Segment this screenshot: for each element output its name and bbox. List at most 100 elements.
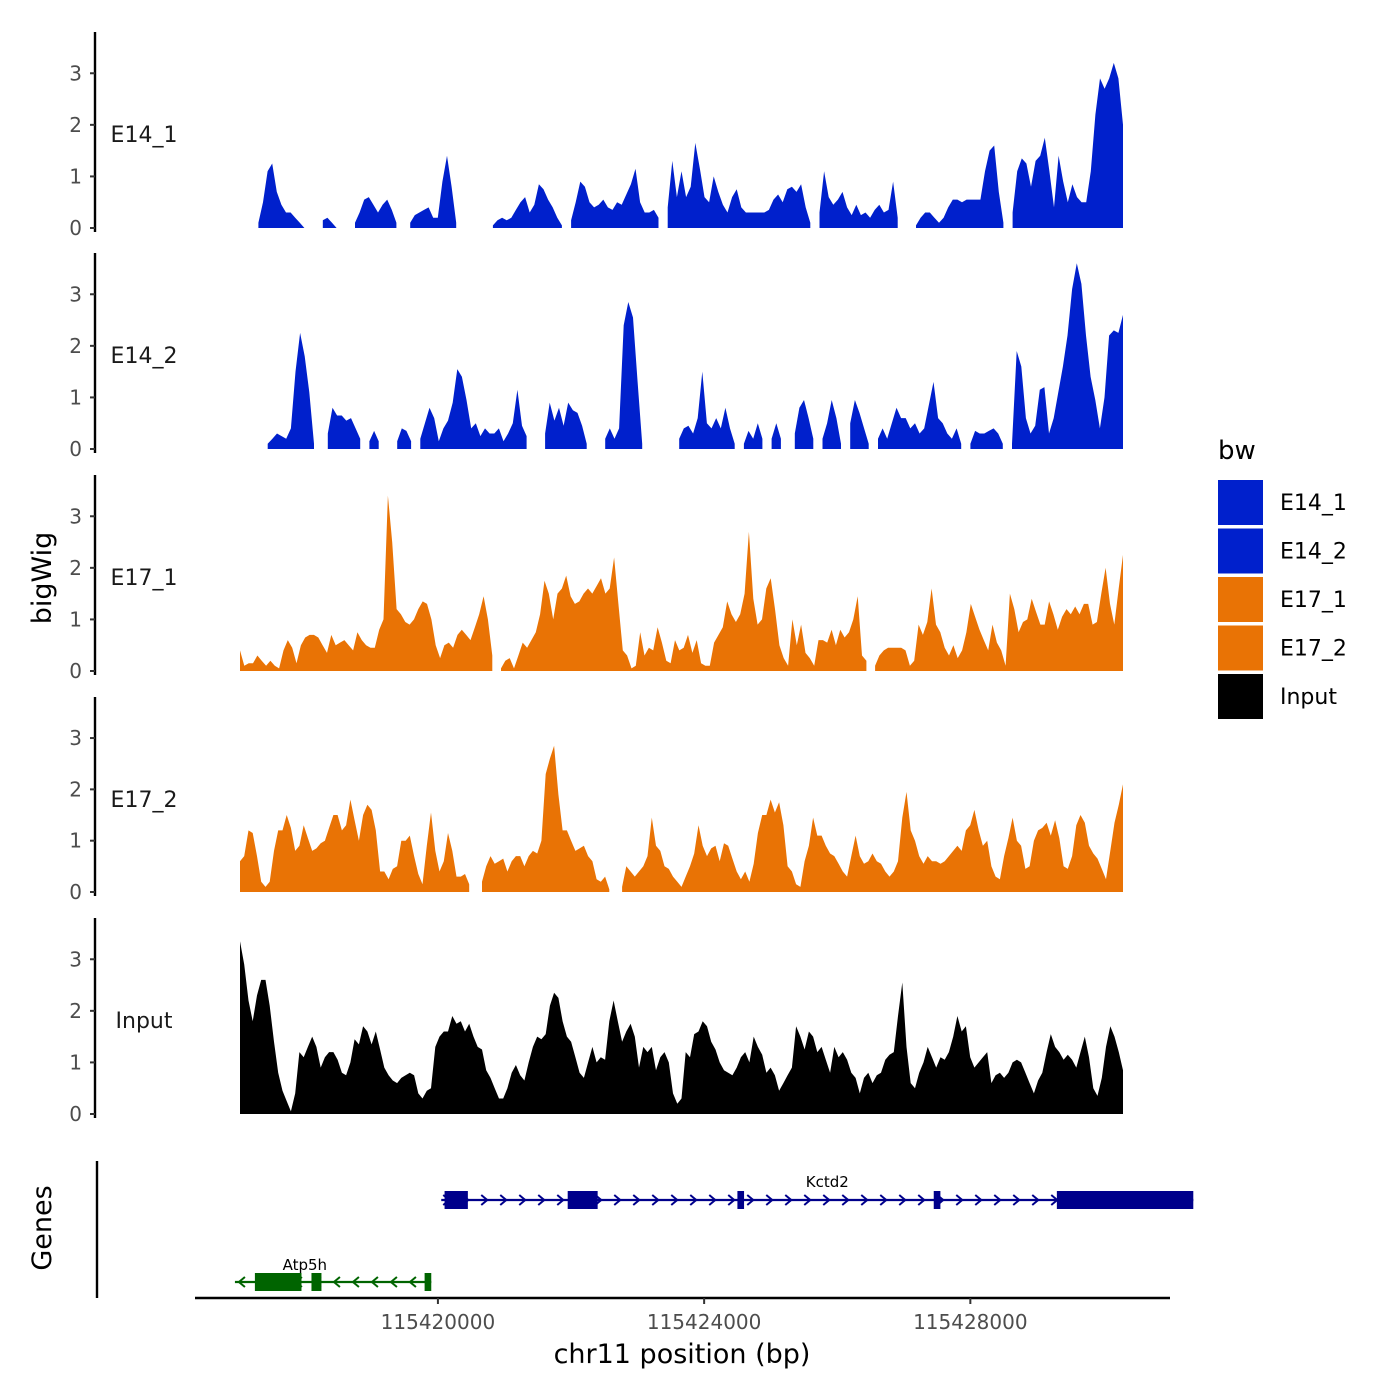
coverage-area-e14-2	[397, 428, 412, 449]
y-tick-label: 2	[69, 999, 82, 1023]
strand-arrow	[727, 1194, 736, 1206]
track-label: Input	[116, 1009, 173, 1034]
strand-arrow	[860, 1194, 869, 1206]
legend-swatch	[1218, 625, 1263, 671]
coverage-area-e17-1	[501, 531, 867, 671]
y-tick-label: 1	[69, 385, 82, 409]
legend: bw E14_1 E14_2 E17_1 E17_2 Input	[1218, 436, 1347, 719]
legend-item-e14-2: E14_2	[1218, 528, 1347, 574]
coverage-area-e17-2	[622, 784, 1123, 892]
strand-arrow	[822, 1194, 831, 1206]
y-tick-label: 2	[69, 556, 82, 580]
coverage-area-e14-1	[916, 145, 1004, 228]
gene-exon	[1056, 1191, 1194, 1209]
coverage-area-e17-2	[482, 745, 610, 892]
legend-label: E14_1	[1280, 491, 1347, 516]
strand-arrow	[499, 1194, 508, 1206]
strand-arrow	[993, 1194, 1002, 1206]
strand-arrow	[803, 1194, 812, 1206]
coverage-area-e14-2	[1012, 263, 1123, 449]
strand-arrow	[917, 1194, 926, 1206]
gene-exon	[444, 1191, 468, 1209]
strand-arrow	[765, 1194, 774, 1206]
x-axis: 115420000 115424000 115428000	[195, 1296, 1170, 1334]
coverage-area-e14-2	[327, 407, 361, 449]
coverage-area-e14-1	[819, 171, 898, 228]
track-e14-2: 0 1 2 3 E14_2	[69, 253, 1123, 461]
gene-models: Kctd2 Atp5h	[234, 1173, 1194, 1291]
legend-label: E14_2	[1280, 540, 1347, 565]
coverage-area-e14-1	[258, 163, 305, 228]
coverage-area-e14-2	[743, 423, 763, 449]
strand-arrow	[370, 1276, 379, 1288]
y-tick-label: 0	[69, 216, 82, 240]
y-tick-label: 2	[69, 334, 82, 358]
gene-exon	[737, 1191, 745, 1209]
coverage-area-e14-2	[794, 400, 814, 449]
y-tick-label: 0	[69, 659, 82, 683]
y-tick-label: 3	[69, 726, 82, 750]
coverage-area-e14-2	[822, 400, 841, 449]
coverage-area-e14-2	[267, 332, 314, 449]
gene-exon	[424, 1273, 432, 1291]
strand-arrow	[237, 1276, 246, 1288]
coverage-area-e14-1	[410, 155, 457, 228]
legend-label: E17_1	[1280, 588, 1347, 613]
legend-items: E14_1 E14_2 E17_1 E17_2 Input	[1218, 480, 1347, 719]
x-axis-ticks: 115420000 115424000 115428000	[381, 1298, 1028, 1334]
coverage-area-input	[240, 941, 1123, 1114]
legend-item-e17-2: E17_2	[1218, 625, 1347, 671]
strand-arrow	[408, 1276, 417, 1288]
track-e14-1: 0 1 2 3 E14_1	[69, 32, 1123, 240]
legend-swatch	[1218, 528, 1263, 574]
strand-arrow	[332, 1276, 341, 1288]
y-tick-label: 1	[69, 607, 82, 631]
strand-arrow	[689, 1194, 698, 1206]
coverage-area-e14-2	[545, 402, 587, 449]
y-tick-label: 3	[69, 504, 82, 528]
gene-kctd2: Kctd2	[441, 1173, 1194, 1209]
y-tick-label: 0	[69, 880, 82, 904]
strand-arrow	[651, 1194, 660, 1206]
track-label: E17_2	[111, 788, 178, 813]
strand-arrow	[898, 1194, 907, 1206]
gene-exon	[254, 1273, 302, 1291]
y-tick-label: 2	[69, 777, 82, 801]
y-tick-label: 1	[69, 829, 82, 853]
coverage-area-e14-1	[667, 142, 811, 228]
y-tick-label: 2	[69, 113, 82, 137]
legend-swatch	[1218, 577, 1263, 622]
strand-arrow	[1012, 1194, 1021, 1206]
strand-arrow	[841, 1194, 850, 1206]
strand-arrow	[518, 1194, 527, 1206]
x-tick-label: 115424000	[647, 1310, 762, 1334]
legend-title: bw	[1218, 436, 1256, 466]
strand-arrow	[670, 1194, 679, 1206]
strand-arrow	[537, 1194, 546, 1206]
strand-arrow	[746, 1194, 755, 1206]
y-tick-label: 0	[69, 1102, 82, 1126]
track-e17-2: 0 1 2 3 E17_2	[69, 697, 1123, 904]
coverage-area-e14-1	[355, 197, 397, 228]
legend-label: Input	[1280, 685, 1337, 710]
coverage-area-e14-2	[679, 371, 735, 449]
y-tick-label: 3	[69, 282, 82, 306]
coverage-area-e14-2	[420, 369, 527, 449]
coverage-area-e17-1	[240, 495, 493, 671]
coverage-area-e14-2	[850, 400, 869, 449]
track-label: E14_1	[111, 123, 178, 148]
legend-item-e14-1: E14_1	[1218, 480, 1347, 525]
x-tick-label: 115420000	[381, 1310, 496, 1334]
y-tick-label: 1	[69, 1050, 82, 1074]
strand-arrow	[351, 1276, 360, 1288]
y-tick-label: 0	[69, 437, 82, 461]
coverage-area-e14-1	[1012, 62, 1123, 229]
x-axis-title: chr11 position (bp)	[554, 1339, 811, 1370]
legend-label: E17_2	[1280, 637, 1347, 662]
y-tick-label: 3	[69, 947, 82, 971]
strand-arrow	[613, 1194, 622, 1206]
track-label: E14_2	[111, 344, 178, 369]
x-tick-label: 115428000	[913, 1310, 1028, 1334]
gene-track: Kctd2 Atp5h	[95, 1161, 1194, 1298]
